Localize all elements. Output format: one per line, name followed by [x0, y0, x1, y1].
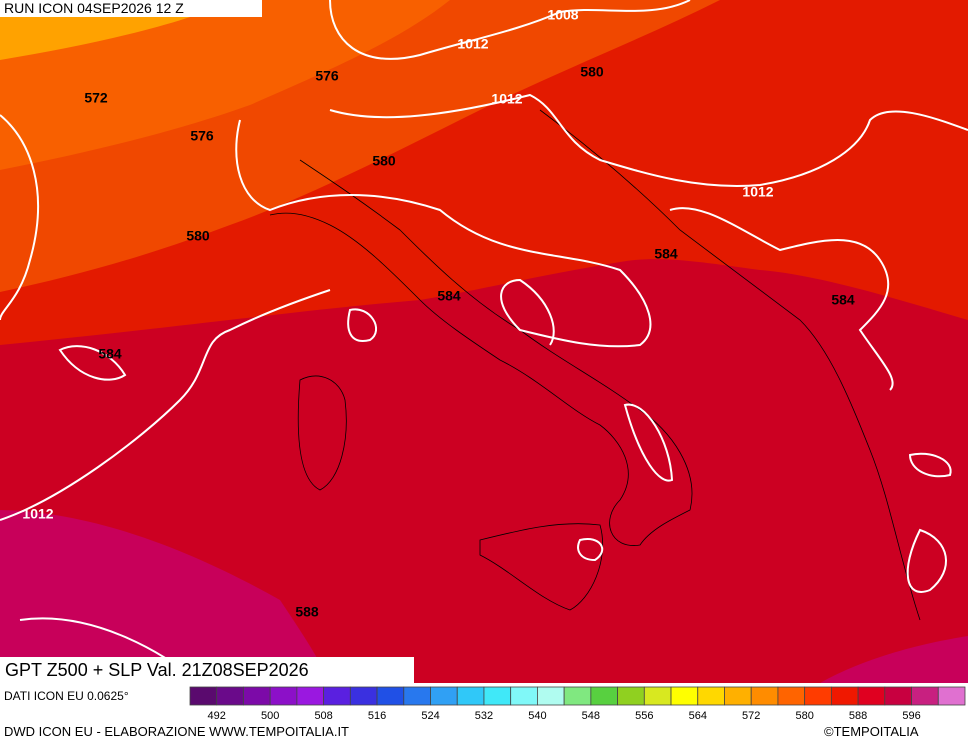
- coastline: [269, 159, 693, 546]
- coastline-adriatic: [539, 109, 921, 621]
- isobar: [347, 308, 377, 342]
- legend-swatch: [777, 686, 806, 706]
- contour-label: 580: [372, 153, 396, 169]
- isobar: [235, 119, 652, 348]
- legend-label: 596: [902, 710, 920, 722]
- contour-label: 584: [654, 246, 678, 262]
- isobar: [623, 403, 674, 482]
- legend-label: 588: [849, 710, 867, 722]
- isobar: [906, 528, 947, 593]
- map-caption: GPT Z500 + SLP Val. 21Z08SEP2026: [5, 660, 309, 680]
- contour-labels: 1008 1012 580 576 572 1012 576 580 1012 …: [22, 7, 854, 620]
- coastline-sardinia: [297, 375, 347, 491]
- legend-swatch: [857, 686, 886, 706]
- contour-label: 576: [190, 128, 214, 144]
- footer-source: DATI ICON EU 0.0625°: [4, 689, 129, 703]
- legend-swatch: [537, 686, 565, 706]
- legend-swatch: [376, 686, 405, 706]
- legend-swatch: [349, 686, 378, 706]
- isobar: [577, 538, 604, 562]
- isobar: [329, 0, 691, 60]
- contour-label: 580: [580, 64, 604, 80]
- legend-swatch: [670, 686, 699, 706]
- legend-label: 508: [314, 710, 332, 722]
- footer-credit: DWD ICON EU - ELABORAZIONE WWW.TEMPOITAL…: [4, 724, 349, 739]
- band-572-576: [0, 0, 450, 170]
- legend-swatch: [243, 686, 271, 706]
- legend-label: 580: [795, 710, 813, 722]
- legend-swatch: [697, 686, 725, 706]
- legend-swatch: [911, 686, 939, 706]
- footer-copyright: ©TEMPOITALIA: [824, 724, 919, 739]
- legend-swatch: [403, 686, 431, 706]
- contour-label: 1012: [457, 36, 488, 52]
- legend-swatch: [804, 686, 832, 706]
- legend-swatch: [724, 686, 752, 706]
- legend-swatch: [617, 686, 645, 706]
- isobar: [0, 289, 331, 521]
- contour-label: 584: [98, 346, 122, 362]
- caption-box: [0, 657, 414, 683]
- legend-label: 516: [368, 710, 386, 722]
- legend-swatch: [189, 686, 218, 706]
- legend-swatch: [269, 686, 298, 706]
- legend-label: 500: [261, 710, 279, 722]
- legend-swatch: [884, 686, 912, 706]
- legend-label: 532: [475, 710, 493, 722]
- legend-swatch: [563, 686, 592, 706]
- isobar: [669, 207, 894, 391]
- header-title: RUN ICON 04SEP2026 12 Z: [4, 0, 184, 16]
- legend-label: 492: [208, 710, 226, 722]
- contour-label: 1012: [22, 506, 53, 522]
- contour-label: 1008: [547, 7, 578, 23]
- contour-label: 572: [84, 90, 108, 106]
- legend-label: 540: [528, 710, 546, 722]
- legend-swatch: [830, 686, 859, 706]
- legend-swatch: [430, 686, 458, 706]
- legend-swatch: [456, 686, 485, 706]
- band-588-592-east: [820, 636, 968, 683]
- legend-label: 564: [689, 710, 707, 722]
- contour-label: 584: [831, 292, 855, 308]
- legend-swatch: [510, 686, 538, 706]
- isobar: [329, 93, 968, 187]
- legend-swatch: [323, 686, 351, 706]
- contour-label: 1012: [491, 91, 522, 107]
- contour-label: 588: [295, 604, 319, 620]
- coastline-sicily: [479, 523, 604, 611]
- isobar: [908, 452, 952, 478]
- isobar: [0, 114, 39, 321]
- legend-swatch: [296, 686, 325, 706]
- contour-label: 580: [186, 228, 210, 244]
- legend-label: 572: [742, 710, 760, 722]
- legend-swatch: [216, 686, 244, 706]
- legend-label: 548: [582, 710, 600, 722]
- band-588-592: [0, 510, 330, 683]
- contour-label: 1012: [742, 184, 773, 200]
- legend-swatch: [750, 686, 779, 706]
- legend-swatch: [643, 686, 672, 706]
- legend-swatch: [590, 686, 618, 706]
- isobar: [58, 345, 127, 381]
- color-legend: 492 500 508 516 524 532 540 548 556 564 572 580 588 5…: [189, 686, 966, 722]
- contour-label: 584: [437, 288, 461, 304]
- contour-label: 576: [315, 68, 339, 84]
- legend-label: 524: [421, 710, 439, 722]
- header-box: [0, 0, 262, 17]
- legend-label: 556: [635, 710, 653, 722]
- legend-swatch: [937, 686, 966, 706]
- legend-swatch: [483, 686, 512, 706]
